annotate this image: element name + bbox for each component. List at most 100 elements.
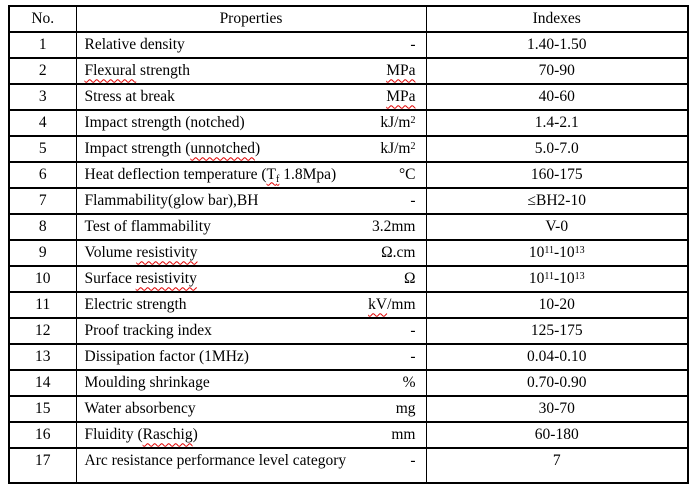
- cell-no: 7: [8, 187, 77, 215]
- cell-no: 2: [8, 57, 77, 85]
- table-row-8: 8 Test of flammability 3.2mm V-0: [8, 213, 689, 241]
- property-name: Arc resistance performance level categor…: [84, 452, 347, 469]
- cell-no: 15: [8, 395, 77, 423]
- cell-property: Arc resistance performance level categor…: [75, 447, 427, 484]
- header-row: No. Properties Indexes: [8, 5, 689, 33]
- property-name: Heat deflection temperature (Tf 1.8Mpa): [84, 165, 337, 185]
- table-row-3: 3 Stress at break MPa 40-60: [8, 83, 689, 111]
- cell-no: 5: [8, 135, 77, 163]
- property-unit: kJ/m2: [380, 140, 416, 158]
- cell-property: Fluidity (Raschig) mm: [75, 421, 427, 449]
- table-row-17: 17 Arc resistance performance level categ…: [8, 447, 689, 484]
- cell-index-value: 1011-1013: [425, 239, 689, 267]
- table-row-4: 4 Impact strength (notched) kJ/m2 1.4-2.1: [8, 109, 689, 137]
- property-name: Impact strength (notched): [84, 114, 245, 132]
- table-row-5: 5 Impact strength (unnotched) kJ/m2 5.0-7.0: [8, 135, 689, 163]
- property-name: Impact strength (unnotched): [84, 140, 261, 158]
- cell-property: Impact strength (notched) kJ/m2: [75, 109, 427, 137]
- cell-index-value: 10-20: [425, 291, 689, 319]
- cell-property: Heat deflection temperature (Tf 1.8Mpa) °…: [75, 161, 427, 189]
- cell-no: 13: [8, 343, 77, 371]
- property-row-content: Stress at break MPa: [77, 88, 425, 106]
- property-unit: -: [410, 36, 416, 54]
- header-properties: Properties: [75, 5, 427, 33]
- cell-index-value: 7: [425, 447, 689, 484]
- property-unit: -: [410, 322, 416, 340]
- property-row-content: Arc resistance performance level categor…: [77, 452, 425, 469]
- table-body: 1 Relative density -1.40-1.50 2 Flexural str…: [8, 31, 689, 484]
- property-row-content: Heat deflection temperature (Tf 1.8Mpa) °…: [77, 165, 425, 185]
- property-unit: °C: [398, 165, 416, 183]
- property-name: Water absorbency: [84, 400, 196, 418]
- property-unit: Ω.cm: [381, 244, 416, 262]
- property-row-content: Dissipation factor (1MHz) -: [77, 348, 425, 366]
- table-row-9: 9 Volume resistivity Ω.cm 1011-1013: [8, 239, 689, 267]
- table-row-14: 14 Moulding shrinkage% 0.70-0.90: [8, 369, 689, 397]
- cell-no: 12: [8, 317, 77, 345]
- property-unit: mm: [391, 426, 416, 444]
- table-row-2: 2 Flexural strength MPa 70-90: [8, 57, 689, 85]
- property-row-content: Moulding shrinkage%: [77, 374, 425, 391]
- cell-property: Water absorbency mg: [75, 395, 427, 423]
- property-row-content: Surface resistivity Ω: [77, 270, 425, 288]
- cell-index-value: ≤BH2-10: [425, 187, 689, 215]
- property-name: Test of flammability: [84, 218, 211, 236]
- property-name: Relative density: [84, 36, 185, 54]
- property-unit: MPa: [386, 62, 416, 80]
- property-row-content: Volume resistivity Ω.cm: [77, 244, 425, 262]
- table-row-13: 13 Dissipation factor (1MHz) -0.04-0.10: [8, 343, 689, 371]
- cell-index-value: 60-180: [425, 421, 689, 449]
- property-name: Flammability(glow bar),BH: [84, 192, 259, 210]
- property-unit: mg: [395, 400, 416, 418]
- property-row-content: Flammability(glow bar),BH -: [77, 192, 425, 210]
- property-unit: MPa: [386, 88, 416, 106]
- property-unit: kV/mm: [368, 296, 416, 314]
- property-row-content: Impact strength (notched) kJ/m2: [77, 114, 425, 132]
- cell-property: Flammability(glow bar),BH -: [75, 187, 427, 215]
- cell-no: 4: [8, 109, 77, 137]
- property-name: Fluidity (Raschig): [84, 426, 198, 444]
- table-row-12: 12 Proof tracking index -125-175: [8, 317, 689, 345]
- cell-index-value: 160-175: [425, 161, 689, 189]
- table-row-15: 15 Water absorbency mg 30-70: [8, 395, 689, 423]
- cell-property: Volume resistivity Ω.cm: [75, 239, 427, 267]
- cell-index-value: 30-70: [425, 395, 689, 423]
- property-unit: -: [410, 192, 416, 210]
- property-name: Stress at break: [84, 88, 175, 106]
- cell-index-value: 1011-1013: [425, 265, 689, 293]
- cell-property: Surface resistivity Ω: [75, 265, 427, 293]
- cell-index-value: 5.0-7.0: [425, 135, 689, 163]
- cell-index-value: 1.4-2.1: [425, 109, 689, 137]
- property-row-content: Impact strength (unnotched) kJ/m2: [77, 140, 425, 158]
- cell-property: Test of flammability 3.2mm: [75, 213, 427, 241]
- cell-no: 8: [8, 213, 77, 241]
- cell-property: Relative density -: [75, 31, 427, 59]
- cell-no: 11: [8, 291, 77, 319]
- cell-no: 17: [8, 447, 77, 484]
- cell-index-value: 70-90: [425, 57, 689, 85]
- table-row-16: 16 Fluidity (Raschig) mm 60-180: [8, 421, 689, 449]
- property-unit: -: [410, 452, 416, 469]
- cell-property: Dissipation factor (1MHz) -: [75, 343, 427, 371]
- material-properties-table: No. Properties Indexes 1 Relative density…: [8, 5, 689, 484]
- property-name: Proof tracking index: [84, 322, 212, 340]
- property-unit: Ω: [403, 270, 416, 288]
- property-name: Dissipation factor (1MHz): [84, 348, 249, 366]
- table-row-11: 11 Electric strength kV/mm 10-20: [8, 291, 689, 319]
- header-no: No.: [8, 5, 77, 33]
- property-name: Flexural strength: [84, 62, 190, 80]
- cell-property: Proof tracking index -: [75, 317, 427, 345]
- property-name: Surface resistivity: [84, 270, 197, 288]
- cell-index-value: 125-175: [425, 317, 689, 345]
- cell-property: Flexural strength MPa: [75, 57, 427, 85]
- property-row-content: Water absorbency mg: [77, 400, 425, 418]
- cell-no: 9: [8, 239, 77, 267]
- property-row-content: Flexural strength MPa: [77, 62, 425, 80]
- cell-index-value: 0.70-0.90: [425, 369, 689, 397]
- cell-no: 6: [8, 161, 77, 189]
- table-row-10: 10 Surface resistivity Ω 1011-1013: [8, 265, 689, 293]
- cell-no: 16: [8, 421, 77, 449]
- property-unit: kJ/m2: [380, 114, 416, 132]
- property-name: Volume resistivity: [84, 244, 198, 262]
- cell-index-value: 40-60: [425, 83, 689, 111]
